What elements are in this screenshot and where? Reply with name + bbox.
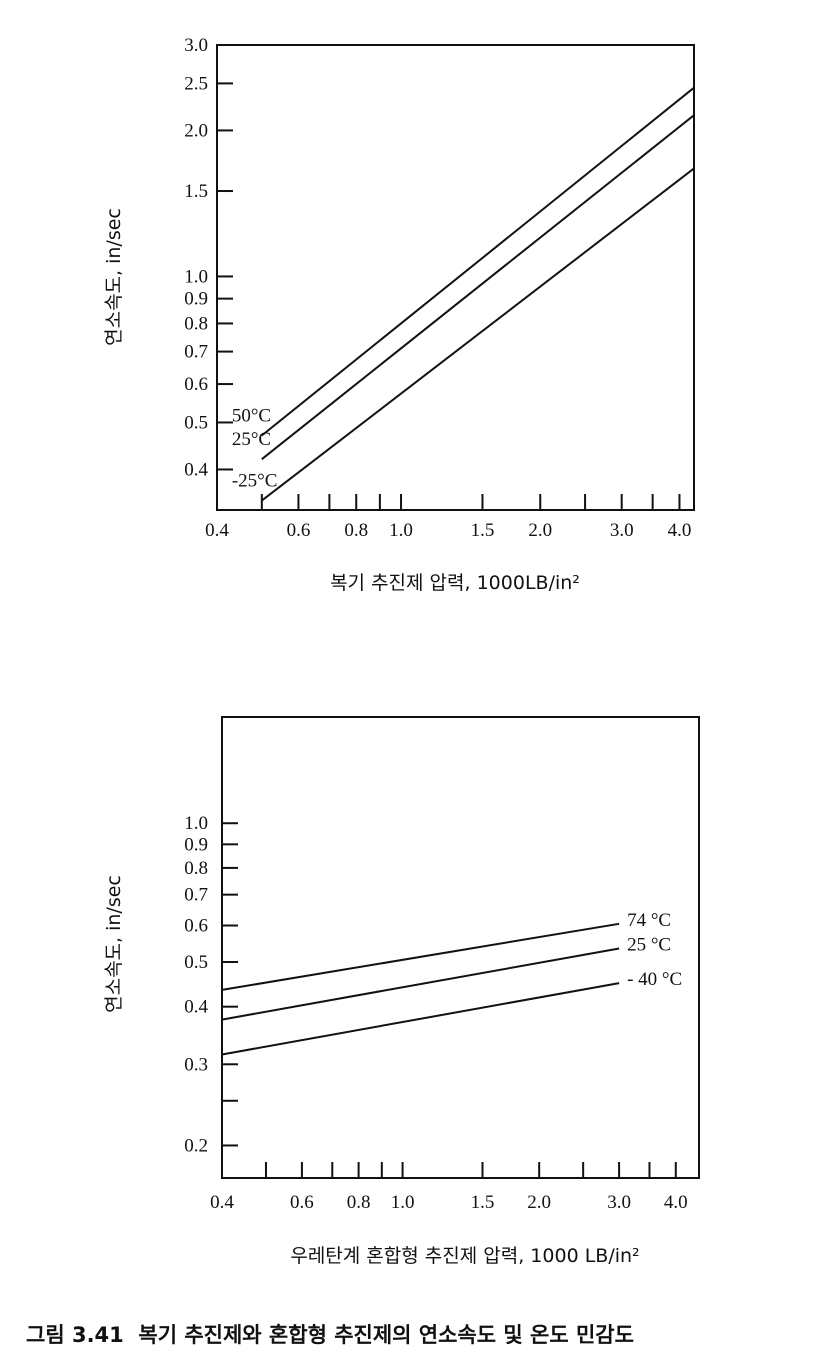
chart-top-x-tick-label: 0.4 — [205, 520, 229, 541]
chart-top-y-axis-title: 연소속도, in/sec — [103, 208, 125, 346]
chart-top-y-ticks: 3.0 2.5 2.0 1.5 1.00.9 0.8 0.7 0.6 0.5 0.4 — [184, 35, 233, 480]
chart-top-x-axis-title: 복기 추진제 압력, 1000LB/in² — [330, 572, 580, 594]
chart-bottom-y-tick-label: 0.2 — [184, 1135, 208, 1156]
chart-top-x-tick-label: 4.0 — [668, 520, 692, 541]
chart-bottom-y-tick-label: 0.5 — [184, 952, 208, 973]
chart-bottom-series-line — [221, 982, 620, 1056]
chart-bottom-series-label: - 40 °C — [627, 969, 682, 990]
chart-bottom-x-tick-label: 3.0 — [607, 1192, 631, 1213]
chart-bottom-series-label: 74 °C — [627, 910, 671, 931]
chart-top-series: 50°C 25°C -25°C — [232, 86, 695, 502]
chart-bottom-x-tick-label: 0.6 — [290, 1192, 314, 1213]
chart-bottom-y-axis-title: 연소속도, in/sec — [103, 875, 125, 1013]
chart-bottom-x-ticks: 0.4 0.6 0.8 1.0 1.5 2.0 3.0 4.0 — [210, 1162, 688, 1213]
chart-bottom-y-tick-label: 1.0 — [184, 813, 208, 834]
chart-bottom-x-tick-label: 1.0 — [391, 1192, 415, 1213]
chart-bottom-series-line — [221, 947, 620, 1021]
chart-top-y-tick-label: 0.8 — [184, 313, 208, 334]
chart-top-x-tick-label: 3.0 — [610, 520, 634, 541]
chart-top-series-label: 50°C — [232, 405, 271, 426]
chart-bottom: 0.4 0.6 0.8 1.0 1.5 2.0 3.0 4.0 1.00.90.80.70.6… — [103, 716, 700, 1267]
chart-top-x-ticks: 0.4 0.6 0.8 1.0 1.5 2.0 3.0 4.0 — [205, 494, 691, 541]
chart-bottom-series: 74 °C 25 °C - 40 °C — [221, 910, 682, 1056]
figure-caption: 그림 3.41 복기 추진제와 혼합형 추진제의 연소속도 및 온도 민감도 — [26, 1323, 634, 1347]
chart-bottom-series-label: 25 °C — [627, 934, 671, 955]
chart-top-y-tick-label: 1.5 — [184, 181, 208, 202]
chart-top-x-tick-label: 0.8 — [344, 520, 368, 541]
chart-bottom-y-tick-label: 0.3 — [184, 1054, 208, 1075]
chart-top-y-tick-label: 0.9 — [184, 289, 208, 310]
chart-top: 0.4 0.6 0.8 1.0 1.5 2.0 3.0 4.0 3.0 2.5 2.0 1.5 1.0… — [103, 35, 695, 594]
chart-bottom-x-tick-label: 1.5 — [471, 1192, 495, 1213]
chart-top-y-tick-label: 0.4 — [184, 459, 208, 480]
chart-bottom-y-ticks: 1.00.9 0.8 0.7 0.6 0.5 0.4 0.3 0.2 — [184, 813, 238, 1156]
chart-top-series-label: 25°C — [232, 429, 271, 450]
chart-top-x-tick-label: 1.0 — [389, 520, 413, 541]
chart-bottom-x-tick-label: 4.0 — [664, 1192, 688, 1213]
chart-bottom-y-tick-label: 0.8 — [184, 858, 208, 879]
chart-bottom-x-axis-title: 우레탄계 혼합형 추진제 압력, 1000 LB/in² — [290, 1245, 639, 1267]
chart-top-y-tick-label: 2.0 — [184, 120, 208, 141]
chart-bottom-y-tick-label: 0.9 — [184, 834, 208, 855]
chart-bottom-x-tick-label: 0.8 — [347, 1192, 371, 1213]
chart-top-series-label: -25°C — [232, 471, 278, 492]
chart-bottom-x-tick-label: 2.0 — [527, 1192, 551, 1213]
chart-bottom-series-line — [221, 922, 620, 991]
chart-bottom-y-tick-label: 0.4 — [184, 997, 208, 1018]
chart-top-series-line — [261, 167, 695, 502]
chart-top-y-tick-label: 0.7 — [184, 342, 208, 363]
chart-top-series-line — [261, 86, 695, 437]
chart-top-y-tick-label: 0.5 — [184, 412, 208, 433]
chart-top-x-tick-label: 2.0 — [528, 520, 552, 541]
chart-top-y-tick-label: 2.5 — [184, 73, 208, 94]
chart-bottom-y-tick-label: 0.6 — [184, 916, 208, 937]
chart-top-series-line — [261, 114, 695, 460]
chart-bottom-y-tick-label: 0.7 — [184, 885, 208, 906]
chart-bottom-plot-frame — [221, 716, 700, 1179]
chart-top-x-tick-label: 1.5 — [471, 520, 495, 541]
chart-top-y-tick-label: 1.0 — [184, 266, 208, 287]
chart-bottom-x-tick-label: 0.4 — [210, 1192, 234, 1213]
chart-top-y-tick-label: 0.6 — [184, 374, 208, 395]
chart-top-x-tick-label: 0.6 — [287, 520, 311, 541]
chart-top-y-tick-label: 3.0 — [184, 35, 208, 56]
chart-top-plot-frame — [216, 44, 695, 511]
